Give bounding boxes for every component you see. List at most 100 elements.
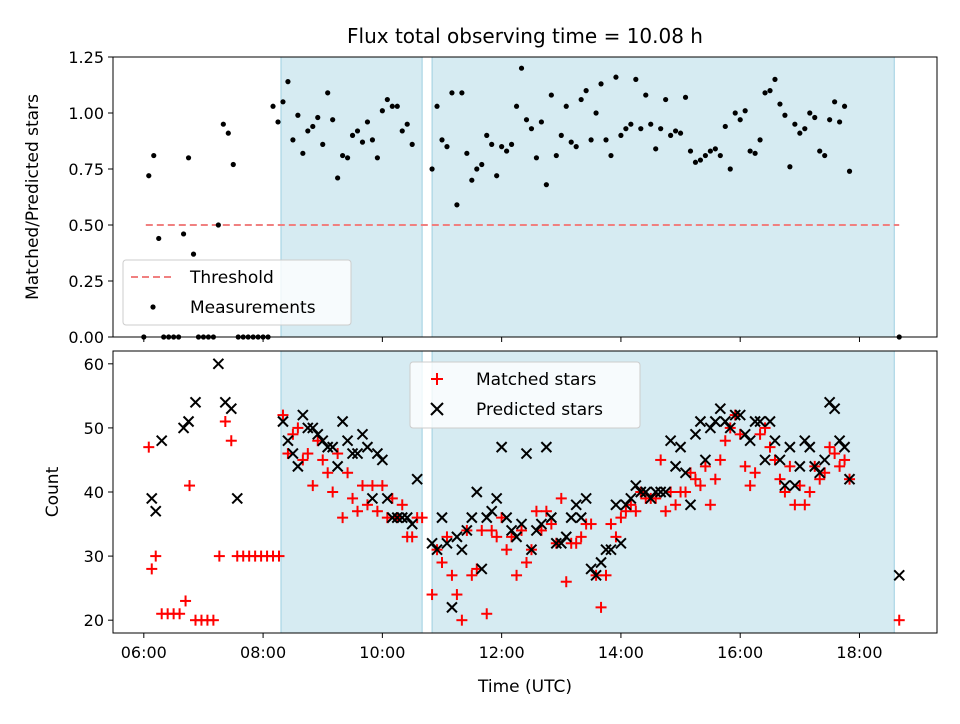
measurement-point [369, 137, 376, 143]
matched-star-point [511, 569, 523, 581]
measurement-point [151, 152, 157, 159]
matched-star-point [774, 473, 786, 485]
measurement-point [643, 92, 649, 98]
matched-star-point [804, 486, 816, 498]
predicted-star-point [396, 511, 408, 524]
measurement-point [846, 168, 853, 174]
measurement-point [464, 150, 470, 156]
predicted-star-point [789, 479, 801, 492]
measurement-point [772, 76, 778, 82]
matched-star-point [739, 460, 751, 472]
predicted-star-point [436, 511, 448, 524]
predicted-star-point [326, 441, 339, 453]
predicted-star-point [729, 409, 741, 421]
measurement-point [489, 141, 495, 147]
count-x-tick-label: 16:00 [717, 643, 763, 662]
predicted-star-point [764, 415, 776, 428]
measurement-point [692, 159, 699, 165]
matched-star-point [834, 460, 846, 472]
predicted-star-point [317, 435, 329, 447]
measurement-point [469, 177, 475, 183]
ratio-y-tick-label: 0.75 [68, 160, 104, 179]
predicted-star-point [225, 402, 237, 415]
measurement-point [374, 155, 380, 161]
measurement-point [712, 146, 718, 152]
matched-star-point [575, 531, 587, 543]
measurement-point [543, 182, 549, 188]
measurement-point [732, 110, 738, 116]
predicted-star-point [406, 518, 418, 530]
matched-star-point [174, 608, 186, 620]
measurement-point [762, 90, 768, 96]
measurement-point [702, 152, 709, 159]
predicted-star-point [664, 435, 677, 447]
predicted-star-point [799, 435, 811, 447]
measurement-point [653, 146, 659, 152]
count-x-tick-label: 14:00 [598, 643, 644, 662]
measurement-point [538, 119, 545, 125]
ratio-y-tick-label: 0.50 [68, 216, 104, 235]
predicted-star-point [570, 499, 582, 511]
predicted-star-point [560, 531, 572, 543]
measurement-point [449, 90, 455, 96]
matched-star-point [585, 518, 597, 530]
measurement-point [508, 141, 515, 147]
predicted-star-point [282, 435, 294, 447]
matched-star-point [416, 512, 428, 524]
predicted-star-point [784, 441, 796, 453]
measurement-point [677, 130, 684, 136]
matched-star-point [150, 550, 162, 562]
matched-star-point [491, 531, 503, 543]
matched-star-point [406, 531, 418, 543]
measurement-point [185, 155, 192, 161]
measurement-point [623, 126, 629, 132]
matched-star-point [466, 569, 478, 581]
matched-star-point [744, 480, 756, 492]
predicted-star-point [336, 415, 349, 428]
predicted-star-point [679, 467, 692, 479]
measurement-point [687, 148, 694, 154]
predicted-star-point [411, 473, 423, 485]
measurement-point [822, 152, 828, 159]
predicted-star-point [366, 492, 379, 505]
predicted-star-point [615, 537, 627, 549]
count-legend: Matched stars Predicted stars [409, 361, 641, 429]
predicted-star-point [828, 402, 841, 415]
predicted-star-point [302, 422, 314, 434]
measurement-point [335, 175, 341, 181]
measurement-point [220, 121, 226, 127]
predicted-star-point [734, 409, 746, 421]
measurement-point [797, 130, 803, 136]
matched-star-point [307, 480, 319, 492]
measurement-point [156, 235, 162, 242]
predicted-star-point [520, 447, 533, 460]
matched-star-point [620, 505, 632, 517]
matched-star-point [560, 576, 572, 588]
predicted-star-point [794, 460, 806, 473]
measurement-point [429, 166, 435, 172]
matched-star-point [789, 499, 801, 511]
predicted-star-point [684, 499, 697, 511]
measurement-point [568, 139, 574, 145]
predicted-star-point [189, 396, 202, 408]
matched-star-point [396, 499, 408, 511]
matched-star-point [764, 441, 776, 453]
matched-star-point [317, 454, 329, 466]
predicted-star-point [476, 563, 488, 575]
measurement-point [628, 121, 634, 127]
matched-star-point [287, 428, 299, 440]
measurement-point [295, 112, 301, 118]
predicted-star-point [744, 435, 756, 447]
measurement-point [717, 152, 723, 159]
matched-star-point [709, 473, 721, 485]
measurement-point [439, 137, 445, 143]
legend-matched-label: Matched stars [476, 370, 596, 390]
predicted-star-point [769, 435, 781, 447]
measurement-point [300, 150, 306, 156]
predicted-star-point [600, 543, 612, 556]
ratio-y-tick-label: 1.00 [68, 104, 104, 123]
matched-star-point [680, 486, 692, 498]
measurement-point [484, 132, 490, 138]
predicted-star-point [580, 492, 592, 505]
